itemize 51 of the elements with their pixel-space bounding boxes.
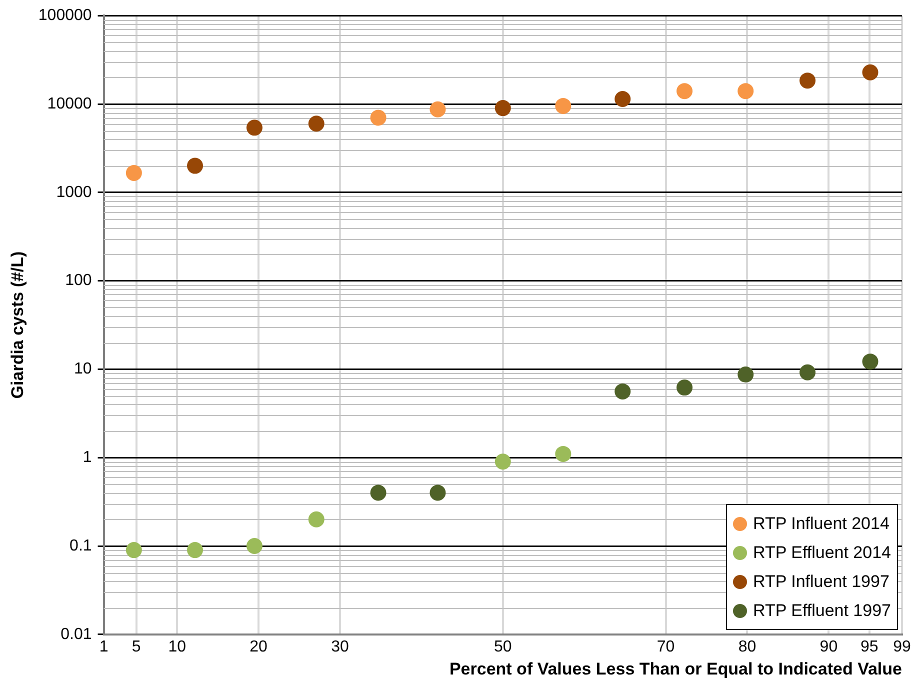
point bbox=[494, 454, 511, 470]
y-tick-label: 10 bbox=[74, 360, 92, 378]
point bbox=[738, 83, 754, 100]
point bbox=[246, 538, 262, 554]
y-tick-label: 1000 bbox=[56, 184, 92, 201]
x-tick-label: 50 bbox=[494, 638, 512, 656]
point bbox=[738, 366, 754, 383]
point bbox=[187, 542, 204, 558]
point bbox=[614, 90, 631, 107]
y-axis-title: Giardia cysts (#/L) bbox=[8, 251, 27, 399]
point bbox=[800, 72, 816, 89]
point bbox=[308, 511, 324, 528]
y-tick-label: 100000 bbox=[38, 7, 92, 24]
point bbox=[370, 110, 386, 126]
x-tick-label: 90 bbox=[820, 638, 838, 656]
x-tick-label: 1 bbox=[99, 638, 108, 656]
y-tick-label: 0.1 bbox=[70, 537, 92, 554]
point bbox=[862, 354, 878, 370]
x-tick-label: 95 bbox=[860, 638, 878, 656]
x-tick-label: 70 bbox=[656, 638, 675, 656]
point bbox=[862, 64, 878, 80]
point bbox=[187, 158, 204, 174]
x-tick-label: 30 bbox=[331, 638, 349, 656]
x-tick-label: 5 bbox=[132, 638, 141, 656]
point bbox=[126, 164, 142, 181]
y-tick-label: 10000 bbox=[47, 95, 92, 112]
point bbox=[555, 446, 572, 462]
legend-label: RTP Effluent 1997 bbox=[753, 600, 891, 621]
point bbox=[308, 116, 324, 132]
x-axis-title: Percent of Values Less Than or Equal to Indicated Value bbox=[449, 659, 902, 678]
y-tick-label: 100 bbox=[65, 272, 92, 290]
point bbox=[430, 101, 446, 118]
point bbox=[246, 120, 262, 136]
legend-label: RTP Effluent 2014 bbox=[753, 542, 891, 563]
x-tick-label: 20 bbox=[250, 638, 268, 656]
point bbox=[555, 98, 572, 114]
point bbox=[676, 83, 693, 100]
point bbox=[370, 484, 386, 501]
point bbox=[494, 100, 511, 116]
y-tick-label: 1 bbox=[82, 449, 92, 466]
point bbox=[676, 380, 693, 396]
point bbox=[430, 484, 446, 501]
x-tick-label: 10 bbox=[168, 638, 186, 656]
x-tick-label: 80 bbox=[738, 638, 756, 656]
x-tick-label: 99 bbox=[893, 638, 911, 656]
y-tick-label: 0.01 bbox=[60, 626, 92, 643]
legend-label: RTP Influent 2014 bbox=[753, 514, 890, 534]
point bbox=[126, 542, 142, 558]
legend-label: RTP Influent 1997 bbox=[753, 572, 890, 592]
point bbox=[800, 364, 816, 380]
point bbox=[614, 383, 631, 400]
